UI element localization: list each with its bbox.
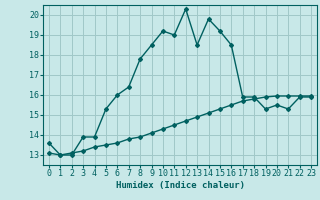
X-axis label: Humidex (Indice chaleur): Humidex (Indice chaleur) bbox=[116, 181, 244, 190]
